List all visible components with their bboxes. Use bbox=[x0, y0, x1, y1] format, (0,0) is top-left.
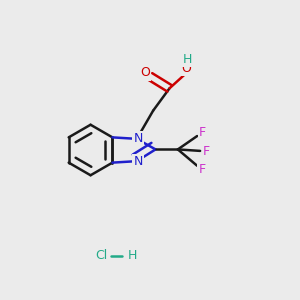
Text: N: N bbox=[133, 132, 143, 145]
Text: H: H bbox=[183, 53, 192, 66]
Text: O: O bbox=[140, 66, 150, 80]
Text: F: F bbox=[203, 145, 210, 158]
Text: N: N bbox=[133, 155, 143, 168]
Text: H: H bbox=[128, 249, 137, 262]
Text: O: O bbox=[181, 61, 191, 75]
Text: F: F bbox=[199, 126, 206, 139]
Text: Cl: Cl bbox=[95, 249, 107, 262]
Text: F: F bbox=[199, 164, 206, 176]
